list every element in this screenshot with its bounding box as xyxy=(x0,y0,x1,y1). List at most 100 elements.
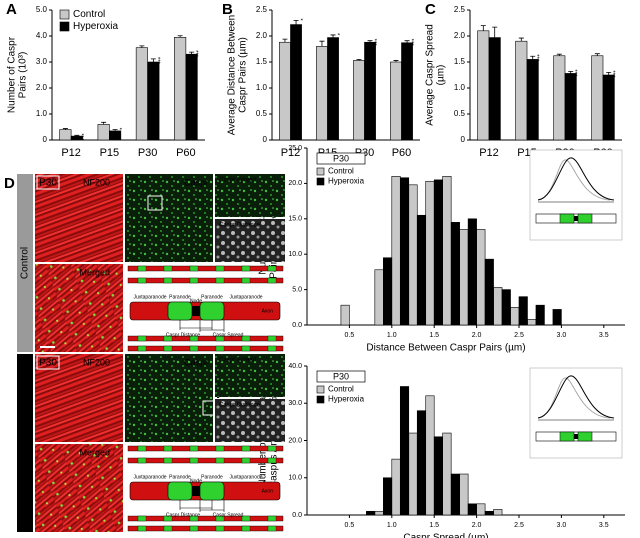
paranode-label: Paranode xyxy=(201,294,223,300)
x-tick-label: P15 xyxy=(100,147,120,159)
inset-paranode xyxy=(559,431,575,442)
group-bar xyxy=(17,354,33,532)
age-box xyxy=(36,175,60,190)
paranode-strip xyxy=(241,525,251,532)
significance: * xyxy=(333,33,339,36)
histogram-bar xyxy=(416,214,427,326)
histogram-bar xyxy=(476,229,486,326)
paranode-strip xyxy=(137,345,147,352)
paranode-strip xyxy=(163,277,173,284)
x-tick-label: P12 xyxy=(479,147,499,159)
age-label: P30 xyxy=(39,178,57,189)
x-tick-label: 3.5 xyxy=(599,522,609,529)
juxtaparanode-label: Juxtaparanode xyxy=(133,294,166,300)
inset-spread-label: Caspr Spread xyxy=(219,178,256,184)
error-bar xyxy=(556,53,562,56)
paranode-strip xyxy=(267,265,277,272)
inset-spread-image xyxy=(215,174,285,217)
y-axis-label: Caspr Pairs (µm) xyxy=(238,37,249,113)
paranode-strip xyxy=(215,515,225,522)
paranode-label: Paranode xyxy=(169,474,191,480)
error-bar xyxy=(293,20,299,25)
x-tick-label: 3.5 xyxy=(599,332,609,339)
error-bar xyxy=(112,129,118,131)
x-tick-label: 0.5 xyxy=(345,332,355,339)
histogram-bar xyxy=(366,510,376,516)
paranode-strip xyxy=(215,445,225,452)
x-axis-label: Distance Between Caspr Pairs (µm) xyxy=(366,343,525,354)
paranode-strip xyxy=(137,265,147,272)
histogram-bar xyxy=(535,304,545,326)
error-bar xyxy=(177,35,183,38)
error-bar xyxy=(74,134,80,137)
axon-strip xyxy=(127,457,284,464)
axon-strip xyxy=(127,345,284,352)
panel-letter: C xyxy=(425,1,436,18)
y-tick-label: 25.0 xyxy=(288,145,302,152)
group-label: Hyperoxia xyxy=(20,420,31,465)
significance: *** xyxy=(154,57,160,65)
histogram-bar xyxy=(501,289,511,326)
paranode-strip xyxy=(137,457,147,464)
y-tick-label: 2.0 xyxy=(256,31,268,40)
spread-label: Caspr Spread xyxy=(213,512,244,518)
paranode-strip xyxy=(189,525,199,532)
significance: * xyxy=(296,18,302,21)
paranode-strip xyxy=(189,277,199,284)
histogram-bar xyxy=(399,386,410,516)
x-tick-label: 1.0 xyxy=(387,522,397,529)
x-tick-label: P60 xyxy=(392,147,412,159)
juxtaparanode-label: Juxtaparanode xyxy=(229,294,262,300)
x-tick-label: P12 xyxy=(61,147,81,159)
y-tick-label: 1.0 xyxy=(454,83,466,92)
y-axis-label: (µm) xyxy=(436,65,447,86)
y-tick-label: 2.0 xyxy=(454,31,466,40)
inset-spread-image xyxy=(215,354,285,397)
x-tick-label: 3.0 xyxy=(557,522,567,529)
histogram-bar xyxy=(442,432,452,516)
error-bar xyxy=(393,60,399,62)
bar xyxy=(553,55,566,141)
inset-distance-label: Caspr Distance xyxy=(219,403,261,409)
spread-label: Caspr Spread xyxy=(213,332,244,338)
y-tick-label: 4.0 xyxy=(36,31,48,40)
x-tick-label: 1.5 xyxy=(429,522,439,529)
error-bar xyxy=(606,72,612,75)
y-tick-label: 15.0 xyxy=(288,216,302,223)
paranode-strip xyxy=(241,335,251,342)
error-bar xyxy=(480,25,486,31)
error-bar xyxy=(62,128,68,130)
error-bar xyxy=(330,34,336,38)
histogram-bar xyxy=(340,304,350,326)
inset-node xyxy=(574,434,578,439)
histogram-bar xyxy=(408,184,418,326)
error-bar xyxy=(139,45,145,48)
paranode-strip xyxy=(215,277,225,284)
y-tick-label: 30.0 xyxy=(288,400,302,407)
caspr-image xyxy=(125,174,213,262)
legend-label: Hyperoxia xyxy=(73,21,118,32)
histogram-bar xyxy=(484,510,494,516)
paranode-strip xyxy=(241,277,251,284)
paranode-strip xyxy=(267,457,277,464)
y-tick-label: 2.5 xyxy=(256,5,268,14)
bar xyxy=(526,59,539,141)
distance-label: Caspr Distance xyxy=(166,332,200,338)
paranode-strip xyxy=(215,345,225,352)
paranode-strip xyxy=(189,265,199,272)
paranode xyxy=(199,301,225,321)
paranode-strip xyxy=(267,515,277,522)
inset-distance-image xyxy=(215,399,285,442)
inset-curve xyxy=(537,157,615,201)
histogram-bar xyxy=(416,410,427,516)
bar xyxy=(59,129,72,141)
error-bar xyxy=(319,40,325,47)
legend-swatch xyxy=(316,167,325,176)
paranode-strip xyxy=(137,335,147,342)
histogram-bar xyxy=(391,458,401,516)
label-box-text: P30 xyxy=(333,153,349,163)
significance: *** xyxy=(571,69,577,77)
paranode-strip xyxy=(241,457,251,464)
significance: * xyxy=(116,128,122,131)
error-bar xyxy=(492,26,498,38)
